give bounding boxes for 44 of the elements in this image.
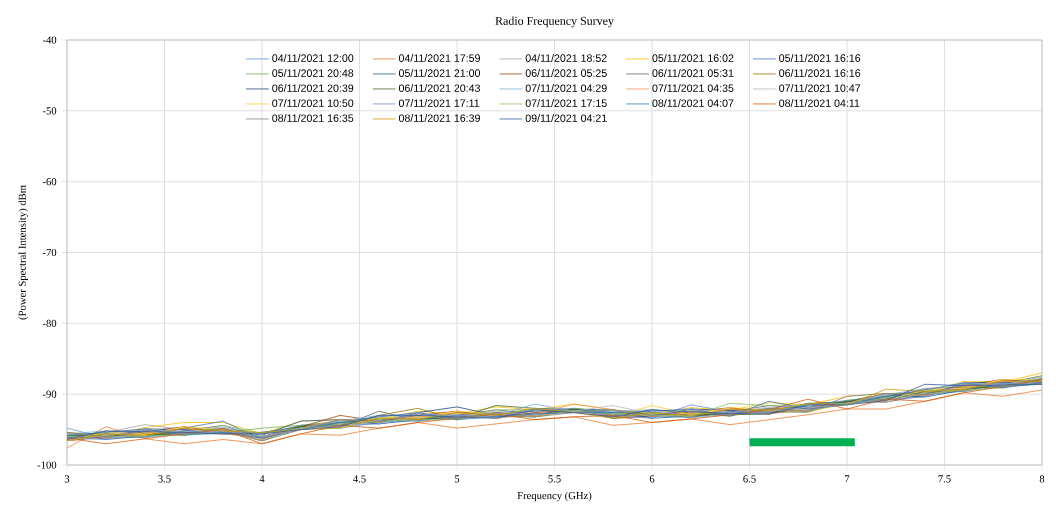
- legend-label: 08/11/2021 16:35: [272, 114, 354, 122]
- legend-label: 07/11/2021 04:29: [525, 84, 607, 92]
- y-tick-label: -100: [37, 461, 57, 469]
- legend-label: 04/11/2021 12:00: [272, 54, 354, 62]
- legend-label: 07/11/2021 10:47: [779, 84, 861, 92]
- x-tick-label: 7: [845, 475, 850, 483]
- chart-title: Radio Frequency Survey: [495, 16, 614, 28]
- legend-label: 05/11/2021 16:02: [652, 54, 734, 62]
- y-tick-label: -60: [42, 178, 57, 186]
- y-tick-label: -50: [42, 107, 57, 115]
- y-tick-label: -70: [42, 248, 57, 257]
- legend-label: 07/11/2021 04:35: [652, 84, 734, 92]
- legend-label: 07/11/2021 17:15: [525, 99, 607, 107]
- legend-label: 05/11/2021 16:16: [779, 54, 861, 62]
- x-tick-label: 3.5: [158, 475, 171, 483]
- y-tick-label: -90: [42, 390, 57, 398]
- legend-label: 08/11/2021 16:39: [398, 114, 480, 122]
- legend-label: 06/11/2021 20:39: [272, 84, 354, 92]
- x-tick-label: 5.5: [548, 475, 561, 483]
- legend-label: 09/11/2021 04:21: [525, 114, 607, 122]
- legend-label: 06/11/2021 05:31: [652, 69, 734, 77]
- y-axis-title: (Power Spectral Intensity) dBm: [18, 185, 29, 320]
- legend-label: 06/11/2021 05:25: [525, 69, 607, 77]
- x-tick-label: 6.5: [743, 475, 756, 483]
- y-tick-label: -40: [42, 36, 57, 44]
- x-tick-label: 8: [1039, 475, 1045, 483]
- legend-label: 05/11/2021 21:00: [398, 69, 481, 77]
- legend-label: 06/11/2021 16:16: [779, 69, 861, 77]
- y-tick-label: -80: [42, 319, 57, 327]
- x-tick-label: 3: [64, 475, 70, 483]
- legend-label: 06/11/2021 20:43: [398, 84, 480, 92]
- x-tick-label: 6: [649, 475, 655, 483]
- legend-label: 07/11/2021 10:50: [272, 99, 354, 107]
- legend-label: 04/11/2021 17:59: [398, 54, 480, 62]
- x-tick-label: 4.5: [353, 475, 366, 483]
- legend-label: 07/11/2021 17:11: [398, 99, 480, 107]
- x-tick-label: 7.5: [938, 475, 951, 483]
- legend-label: 08/11/2021 04:11: [779, 99, 860, 107]
- x-tick-label: 5: [454, 475, 460, 483]
- x-tick-label: 4: [259, 475, 265, 483]
- x-axis-title: Frequency (GHz): [517, 491, 592, 502]
- legend-label: 08/11/2021 04:07: [652, 99, 734, 107]
- legend-label: 05/11/2021 20:48: [272, 69, 354, 77]
- legend-label: 04/11/2021 18:52: [525, 54, 607, 62]
